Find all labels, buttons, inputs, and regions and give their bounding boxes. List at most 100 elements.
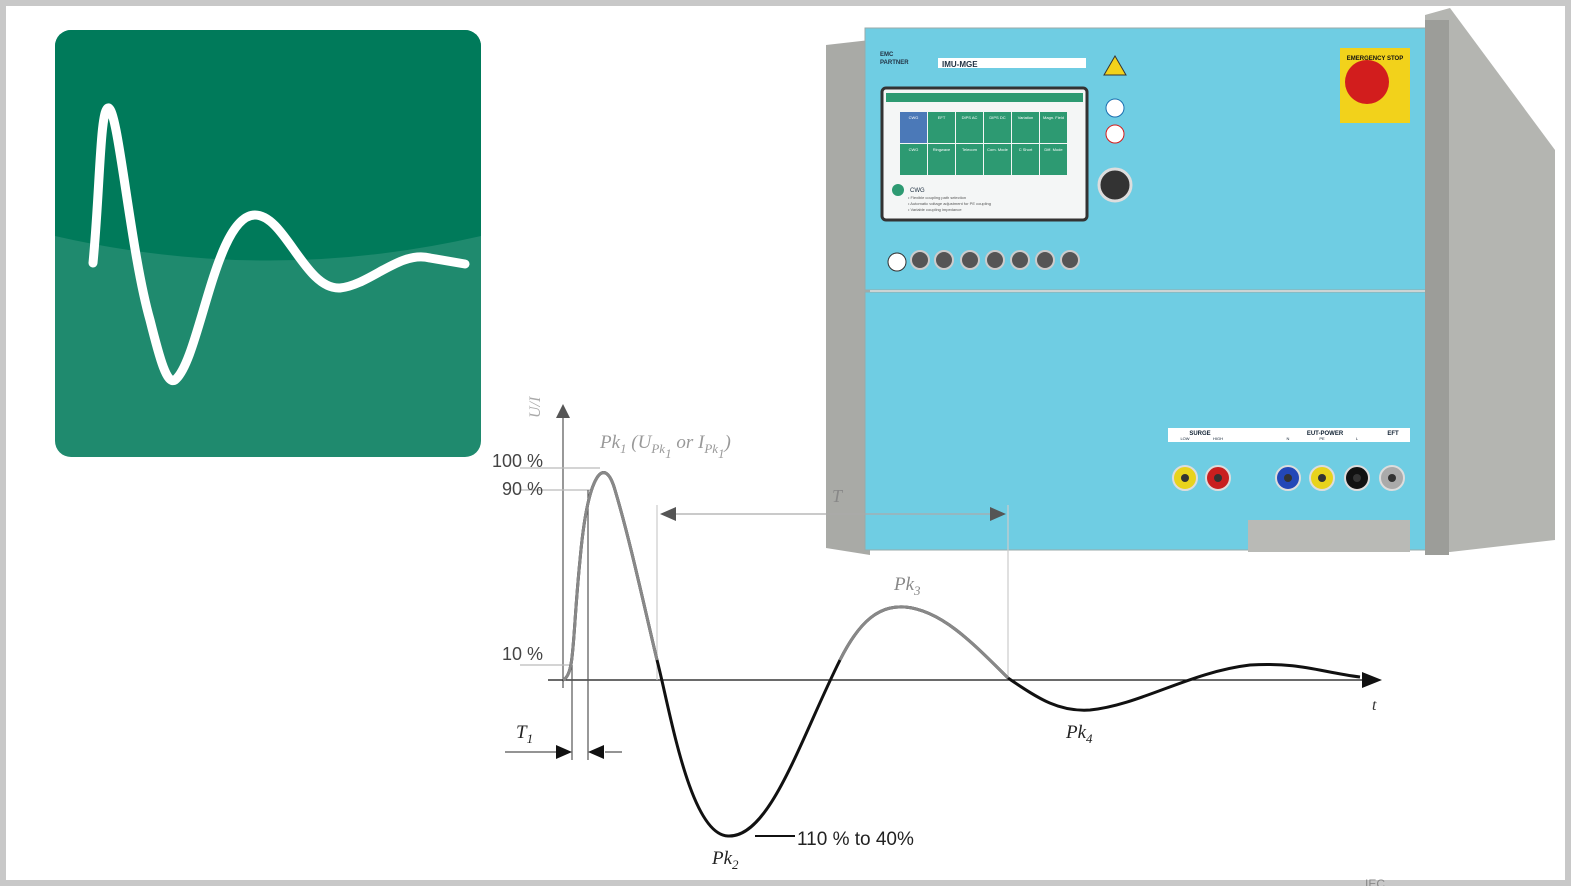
label-part: 1 xyxy=(527,731,534,746)
screen-icon xyxy=(892,184,904,196)
peak2-note: 110 % to 40% xyxy=(797,829,914,850)
y-axis-label: U/I xyxy=(527,396,544,418)
label-part: U xyxy=(638,432,653,453)
front-connector xyxy=(1010,250,1030,270)
port-group-label: EUT-POWER xyxy=(1307,431,1344,437)
peak1-label: Pk1 (UPk1 or IPk1) xyxy=(599,432,731,461)
label-part: 3 xyxy=(913,583,921,598)
logo-wave xyxy=(88,103,470,386)
front-connector xyxy=(934,250,954,270)
screen-tile xyxy=(984,112,1011,143)
port-label: L xyxy=(1356,436,1359,441)
screen-tile xyxy=(956,144,983,175)
ports: SURGE EUT-POWER EFT LOW HIGH N PE L xyxy=(887,250,1405,491)
label-part: ( xyxy=(627,432,640,453)
screen-tile-label: DIPS AC xyxy=(962,115,978,120)
port-hole xyxy=(1353,474,1361,482)
period-label: T xyxy=(832,486,844,506)
peak2-label: Pk2 xyxy=(711,848,739,872)
label-part: Pk xyxy=(1065,722,1087,743)
label-part: Pk xyxy=(703,441,718,456)
y-arrow xyxy=(556,404,570,418)
label-part: 1 xyxy=(620,441,627,456)
screen-tile xyxy=(1040,112,1067,143)
screen-tile xyxy=(984,144,1011,175)
label-part: 1 xyxy=(718,446,725,461)
waveform-positive xyxy=(838,605,1010,680)
screen-tile xyxy=(928,144,955,175)
screen-tile-label: C Short xyxy=(1019,147,1033,152)
label-part: 2 xyxy=(732,857,739,872)
screen-tile-label: Variation xyxy=(1018,115,1034,120)
screen-tile xyxy=(900,112,927,143)
label-part: Pk xyxy=(711,848,733,869)
device-handle-right xyxy=(1425,20,1449,555)
screen-tile xyxy=(1012,144,1039,175)
logo-top xyxy=(55,30,481,261)
port-group-label: SURGE xyxy=(1189,431,1210,437)
port-hole xyxy=(1181,474,1189,482)
label-part: Pk xyxy=(893,574,915,595)
port-label: PE xyxy=(1319,436,1325,441)
emergency-button xyxy=(1345,60,1389,104)
screen-note: • Automatic voltage adjustment for PE co… xyxy=(908,201,991,206)
label-part: Pk xyxy=(650,441,665,456)
peak3-label: Pk3 xyxy=(893,574,921,598)
period-arrow-right xyxy=(990,507,1006,521)
port-label: N xyxy=(1287,436,1290,441)
screen-tiles: CWG EFT DIPS AC DIPS DC Variation Magn. Field… xyxy=(886,93,1083,212)
screen-header xyxy=(886,93,1083,102)
emergency-label: EMERGENCY STOP xyxy=(1347,56,1403,62)
label-part: Pk xyxy=(599,432,621,453)
t1-label: T1 xyxy=(516,722,533,746)
screen-tile-label: Diff. Mode xyxy=(1044,147,1063,152)
label-part: or xyxy=(672,432,698,453)
label-part: I xyxy=(697,432,706,453)
period-arrow-left xyxy=(660,507,676,521)
t1-arrow-left xyxy=(556,745,572,759)
device-side xyxy=(1425,8,1555,552)
port-label: LOW xyxy=(1180,436,1189,441)
t1-arrow-right xyxy=(588,745,604,759)
brand: EMC xyxy=(880,52,894,58)
screen-tile xyxy=(1012,112,1039,143)
label-part: 4 xyxy=(1086,731,1093,746)
peak4-label: Pk4 xyxy=(1065,722,1093,746)
screen-tile-label: CWG xyxy=(909,115,919,120)
model: IMU-MGE xyxy=(942,60,978,69)
source-mark: IEC xyxy=(1365,877,1385,886)
screen-tile-label: CWG xyxy=(909,147,919,152)
screen-tile-label: Telecom xyxy=(962,147,978,152)
port-hole xyxy=(1318,474,1326,482)
screen-tile xyxy=(900,144,927,175)
level-label: 90 % xyxy=(502,479,543,499)
logo xyxy=(55,30,481,457)
waveform-diagram: U/I t 100 % 90 % 10 % T 110 % to 40% IEC… xyxy=(492,396,1385,886)
front-connector xyxy=(1060,250,1080,270)
knob xyxy=(1097,167,1133,203)
brand: PARTNER xyxy=(880,60,909,66)
label-part: T xyxy=(516,722,528,743)
screen-tile-label: Com. Mode xyxy=(987,147,1008,152)
level-label: 10 % xyxy=(502,644,543,664)
screen-tile xyxy=(1040,144,1067,175)
port-hole xyxy=(1284,474,1292,482)
port-hole xyxy=(1388,474,1396,482)
stop-button xyxy=(1105,124,1125,144)
front-connector xyxy=(910,250,930,270)
screen-note: • Flexible coupling path selection xyxy=(908,195,966,200)
port-strip xyxy=(1168,428,1410,442)
label-part: 1 xyxy=(665,446,672,461)
front-connector xyxy=(1035,250,1055,270)
power-button xyxy=(887,252,907,272)
play-button xyxy=(1105,98,1125,118)
warning-sign xyxy=(1103,55,1127,76)
port-cover xyxy=(1248,520,1410,552)
screen-note: • Variable coupling impedance xyxy=(908,207,962,212)
label-part: ) xyxy=(724,432,731,453)
port-hole xyxy=(1214,474,1222,482)
front-connector xyxy=(985,250,1005,270)
device-handle-left xyxy=(826,40,870,555)
x-axis-label: t xyxy=(1372,697,1377,714)
